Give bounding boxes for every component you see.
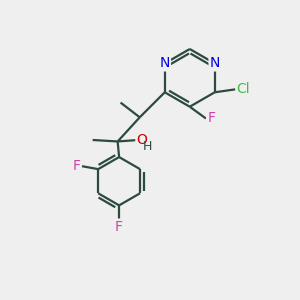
Text: F: F (115, 220, 123, 234)
Text: F: F (207, 112, 215, 125)
Text: Cl: Cl (236, 82, 250, 96)
Text: O: O (136, 133, 147, 147)
Text: F: F (72, 159, 80, 173)
Text: N: N (210, 56, 220, 70)
Text: H: H (142, 140, 152, 153)
Text: N: N (160, 56, 170, 70)
